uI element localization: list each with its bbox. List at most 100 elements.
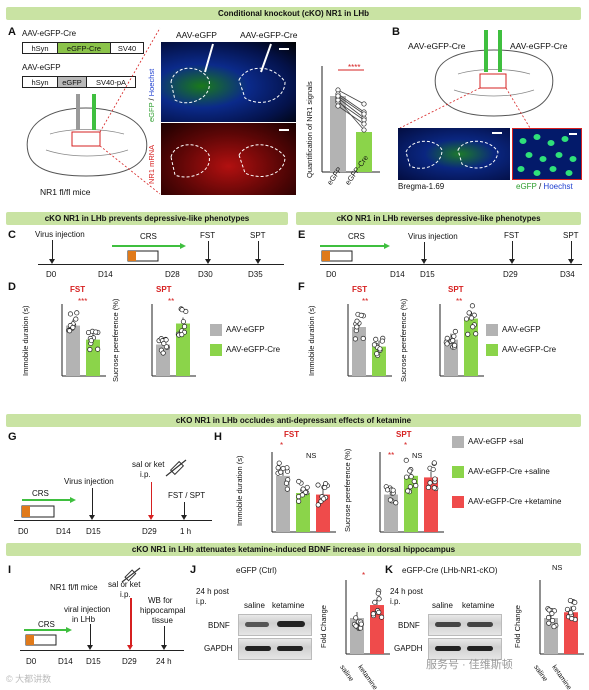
g-timeline: [14, 520, 212, 521]
k-col-saline: saline: [432, 601, 453, 610]
data-point: [407, 484, 413, 490]
k-time2: i.p.: [390, 597, 401, 606]
i-day-24h: 24 h: [156, 657, 172, 666]
f-spt-title: SPT: [448, 285, 464, 294]
j-bar-chart: [345, 580, 390, 655]
data-point: [425, 484, 431, 491]
data-point: [463, 316, 470, 322]
data-point: [469, 315, 475, 321]
data-point: [572, 599, 578, 605]
d-spt-sig: **: [168, 297, 175, 306]
d-fst-title: FST: [70, 285, 86, 294]
j-col-saline: saline: [244, 601, 265, 610]
c-spt-arrow: [255, 241, 261, 264]
data-point: [564, 606, 570, 612]
data-point: [321, 496, 327, 502]
c-day-35: D35: [248, 270, 263, 279]
e-virus-arrow: [421, 242, 427, 264]
panel-letter-c: C: [8, 229, 16, 241]
c-fst-label: FST: [200, 231, 216, 240]
data-point: [465, 331, 471, 337]
data-point: [181, 323, 188, 330]
cre-sv40-box: SV40: [110, 42, 144, 54]
f-spt-chart: [439, 303, 484, 377]
data-point: [379, 614, 385, 620]
data-point: [296, 498, 302, 504]
data-point: [315, 482, 321, 488]
c-timeline: [38, 264, 284, 265]
data-point: [379, 338, 385, 344]
data-point: [322, 485, 328, 491]
panel-letter-a: A: [8, 26, 16, 38]
d-spt-chart: [151, 304, 196, 377]
h-legend-swatch-sal: [452, 436, 464, 448]
k-x-saline: saline: [532, 664, 549, 684]
k-time: 24 h post: [390, 587, 423, 596]
j-title: eGFP (Ctrl): [236, 566, 277, 575]
pair-line: [337, 93, 365, 113]
j-time: 24 h post: [196, 587, 229, 596]
data-point: [568, 610, 574, 616]
e-day-34: D34: [560, 270, 575, 279]
c-day-28: D28: [165, 270, 180, 279]
data-point: [413, 483, 419, 489]
gfp-egfp-box: eGFP: [57, 76, 87, 88]
data-point: [431, 485, 437, 491]
data-point: [283, 480, 290, 486]
data-point: [545, 615, 552, 621]
g-day-15: D15: [86, 527, 101, 536]
gfp-virus-label: AAV-eGFP: [22, 63, 61, 72]
data-point: [276, 460, 282, 466]
data-point: [70, 324, 76, 330]
data-point: [278, 469, 284, 475]
j-time2: i.p.: [196, 597, 207, 606]
f-legend-swatch-cre: [486, 344, 498, 356]
k-x-ketamine: ketamine: [550, 664, 573, 690]
data-point: [163, 337, 169, 343]
data-point: [371, 342, 377, 348]
e-fst-arrow: [509, 241, 515, 264]
i-timeline: [20, 650, 184, 651]
data-point: [358, 312, 364, 318]
j-col-ketamine: ketamine: [272, 601, 305, 610]
data-point: [427, 480, 433, 486]
d-legend-control: AAV-eGFP: [226, 325, 265, 334]
cre-virus-label: AAV-eGFP-Cre: [22, 29, 77, 38]
g-day-29: D29: [142, 527, 157, 536]
d-spt-title: SPT: [156, 285, 172, 294]
c-fst-arrow: [205, 241, 211, 264]
h-spt-ns: NS: [412, 451, 423, 460]
stain-label-nr1: NR1 mRNA: [147, 144, 156, 184]
data-point: [361, 111, 367, 117]
data-point: [444, 341, 450, 347]
data-point: [452, 328, 458, 335]
k-sig: NS: [552, 563, 563, 572]
data-point: [403, 474, 409, 480]
b-right-label: AAV-eGFP-Cre: [510, 41, 568, 51]
f-legend-control: AAV-eGFP: [502, 325, 541, 334]
data-point: [353, 615, 359, 621]
data-point: [407, 468, 413, 474]
g-crs-bar: [21, 497, 76, 518]
c-spt-label: SPT: [250, 231, 266, 240]
j-x-ketamine: ketamine: [356, 664, 379, 690]
data-point: [408, 474, 414, 480]
data-point: [470, 324, 476, 330]
section-banner-top: Conditional knockout (cKO) NR1 in LHb: [6, 7, 581, 20]
data-point: [300, 486, 306, 492]
data-point: [549, 610, 555, 617]
e-day-29: D29: [503, 270, 518, 279]
e-day-14: D14: [390, 270, 405, 279]
g-syringe-icon: [165, 459, 187, 477]
watermark-right: 服务号 · 佳维斯顿: [426, 659, 513, 671]
data-point: [431, 460, 437, 466]
k-bar-chart: [539, 580, 584, 655]
data-point: [361, 121, 367, 127]
h-legend-cre-ket: AAV-eGFP-Cre +ketamine: [468, 497, 562, 506]
panel-letter-b: B: [392, 26, 400, 38]
c-virus-arrow: [49, 240, 55, 264]
data-point: [376, 596, 382, 602]
panel-letter-g: G: [8, 431, 17, 443]
data-point: [95, 346, 101, 352]
quantification-chart-a: [321, 66, 380, 173]
